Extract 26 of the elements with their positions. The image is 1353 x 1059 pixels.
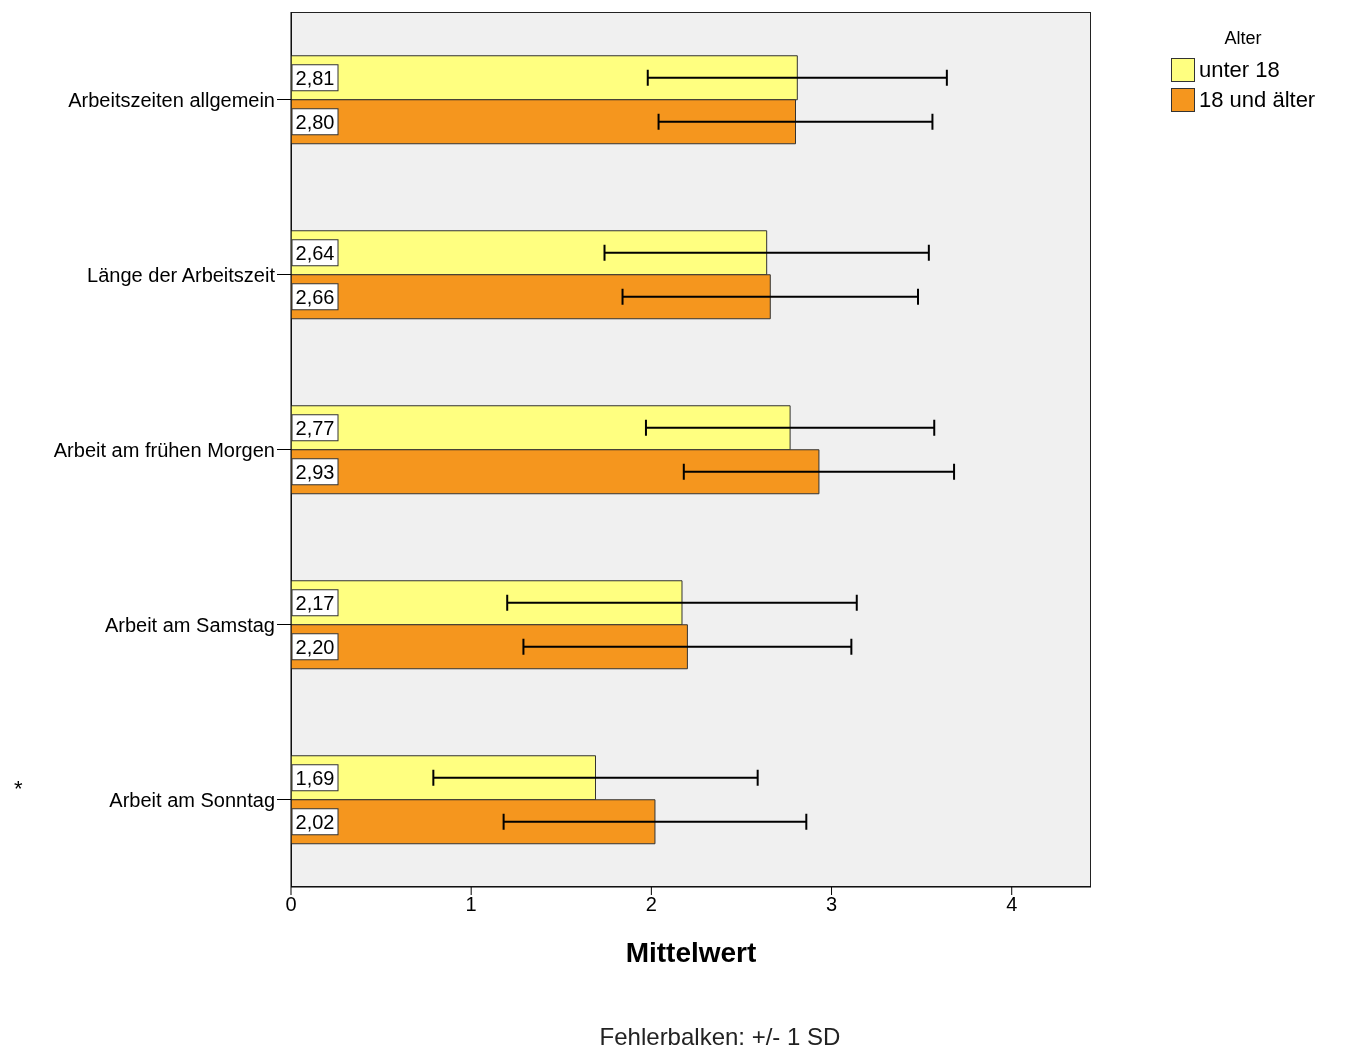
x-tick-label: 3 xyxy=(825,893,838,916)
legend-title: Alter xyxy=(1223,28,1263,49)
x-tick-label: 1 xyxy=(465,893,477,916)
data-label: 2,20 xyxy=(295,635,335,658)
data-label: 2,93 xyxy=(295,460,335,483)
y-tick-label: Arbeit am Sonntag xyxy=(109,788,275,811)
text: Fehlerbalken: +/- 1 SD xyxy=(598,1023,842,1051)
data-label: 1,69 xyxy=(295,766,335,789)
x-tick-label: 0 xyxy=(285,893,297,916)
data-label: 2,66 xyxy=(295,285,335,308)
y-tick-label: Arbeit am Samstag xyxy=(104,613,275,636)
text: * xyxy=(14,775,23,802)
y-tick-label: Arbeitszeiten allgemein xyxy=(68,88,275,111)
x-tick-label: 4 xyxy=(1006,893,1018,916)
data-label: 2,17 xyxy=(295,591,335,614)
y-tick-label: Länge der Arbeitszeit xyxy=(87,263,276,286)
data-label: 2,81 xyxy=(295,66,335,89)
y-tick-label: Arbeit am frühen Morgen xyxy=(53,438,275,461)
legend-label: unter 18 xyxy=(1199,57,1280,83)
data-label: 2,64 xyxy=(295,241,335,264)
legend-label: 18 und älter xyxy=(1199,87,1316,113)
data-label: 2,80 xyxy=(295,110,335,133)
data-label: 2,77 xyxy=(295,416,335,439)
x-axis-title: Mittelwert xyxy=(624,937,758,969)
data-label: 2,02 xyxy=(295,810,335,833)
x-tick-label: 2 xyxy=(645,893,657,916)
